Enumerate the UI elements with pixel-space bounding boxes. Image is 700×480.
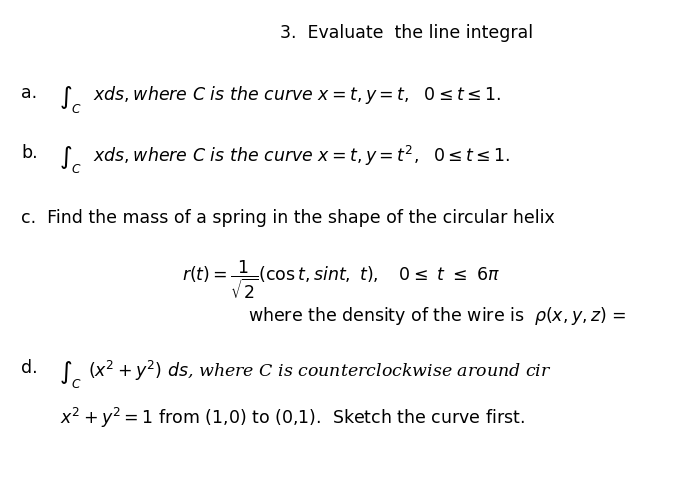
Text: $r(t) = \dfrac{1}{\sqrt{2}}(\mathrm{cos}\,t, \mathit{sint},\ t),\quad 0{\leq}\ t: $r(t) = \dfrac{1}{\sqrt{2}}(\mathrm{cos}… bbox=[182, 258, 500, 301]
Text: a.: a. bbox=[21, 84, 37, 102]
Text: $\int_C$: $\int_C$ bbox=[60, 84, 83, 115]
Text: $\int_C$: $\int_C$ bbox=[60, 144, 83, 175]
Text: $(x^2 + y^2)\ ds$, where C is counterclockwise around cir: $(x^2 + y^2)\ ds$, where C is counterclo… bbox=[88, 359, 551, 383]
Text: d.: d. bbox=[21, 359, 38, 377]
Text: 3.  Evaluate  the line integral: 3. Evaluate the line integral bbox=[280, 24, 533, 42]
Text: $xds, where\ C\ is\ the\ curve\ x = t, y = t^2,$  $0{\leq}t{\leq}1.$: $xds, where\ C\ is\ the\ curve\ x = t, y… bbox=[88, 144, 510, 168]
Text: $x^2 + y^2 = 1$ from (1,0) to (0,1).  Sketch the curve first.: $x^2 + y^2 = 1$ from (1,0) to (0,1). Ske… bbox=[60, 406, 524, 430]
Text: c.  Find the mass of a spring in the shape of the circular helix: c. Find the mass of a spring in the shap… bbox=[21, 209, 554, 227]
Text: b.: b. bbox=[21, 144, 38, 162]
Text: $xds, where\ C\ is\ the\ curve\ x = t, y = t,$  $0{\leq}t{\leq}1.$: $xds, where\ C\ is\ the\ curve\ x = t, y… bbox=[88, 84, 500, 106]
Text: where the density of the wire is  $\rho(x, y, z)$ =: where the density of the wire is $\rho(x… bbox=[248, 305, 627, 327]
Text: $\int_C$: $\int_C$ bbox=[60, 359, 83, 390]
